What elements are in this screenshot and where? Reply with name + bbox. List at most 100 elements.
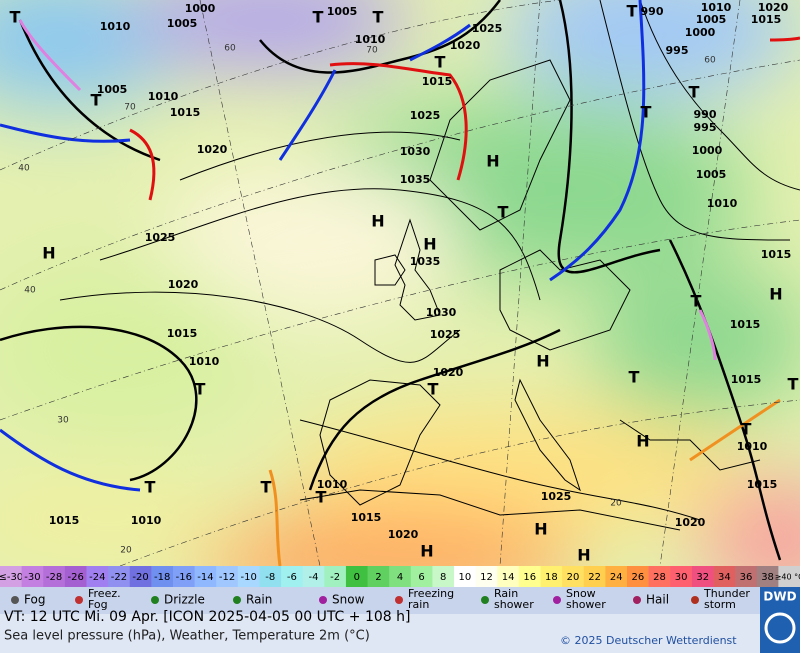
scale-cell bbox=[389, 566, 412, 587]
scale-label: -12 bbox=[219, 572, 235, 583]
scale-cell bbox=[540, 566, 563, 587]
legend-icon bbox=[233, 596, 241, 604]
scale-cell bbox=[475, 566, 498, 587]
low-pressure: T bbox=[788, 375, 799, 394]
legend-label: Snow bbox=[332, 593, 365, 607]
pressure-label: 1005 bbox=[696, 13, 727, 26]
pressure-label: 1030 bbox=[400, 145, 431, 158]
scale-cell bbox=[648, 566, 671, 587]
pressure-label: 1010 bbox=[100, 20, 131, 33]
scale-cell bbox=[194, 566, 217, 587]
scale-label: 36 bbox=[740, 572, 753, 583]
scale-label: ≥40 °C bbox=[775, 573, 800, 582]
scale-cell bbox=[583, 566, 606, 587]
pressure-label: 1010 bbox=[189, 355, 220, 368]
scale-label: 28 bbox=[653, 572, 666, 583]
legend-label: rain bbox=[408, 598, 429, 611]
isotherm-label: 60 bbox=[224, 44, 236, 54]
high-pressure: H bbox=[534, 520, 547, 539]
legend-label: Fog bbox=[24, 593, 45, 607]
legend-icon bbox=[395, 596, 403, 604]
low-pressure: T bbox=[428, 380, 439, 399]
dwd-logo-text: DWD bbox=[763, 590, 796, 604]
scale-cell bbox=[129, 566, 152, 587]
pressure-label: 1015 bbox=[761, 248, 792, 261]
pressure-label: 1015 bbox=[49, 514, 80, 527]
scale-label: 8 bbox=[440, 572, 446, 583]
scale-label: 2 bbox=[375, 572, 381, 583]
pressure-label: 1005 bbox=[97, 83, 128, 96]
legend-label: storm bbox=[704, 598, 736, 611]
description: Sea level pressure (hPa), Weather, Tempe… bbox=[4, 629, 370, 644]
legend-label: Rain bbox=[246, 593, 272, 607]
pressure-label: 1025 bbox=[410, 109, 441, 122]
legend-label: Rain bbox=[494, 587, 518, 600]
low-pressure: T bbox=[10, 8, 21, 27]
high-pressure: H bbox=[486, 152, 499, 171]
pressure-label: 990 bbox=[641, 5, 664, 18]
scale-label: -24 bbox=[89, 572, 105, 583]
dwd-logo-mark bbox=[764, 612, 796, 644]
scale-label: 24 bbox=[610, 572, 623, 583]
pressure-label: 1020 bbox=[388, 528, 419, 541]
scale-cell bbox=[454, 566, 477, 587]
legend-icon bbox=[151, 596, 159, 604]
scale-label: -10 bbox=[240, 572, 256, 583]
scale-cell bbox=[562, 566, 585, 587]
legend-icon bbox=[75, 596, 83, 604]
scale-cell bbox=[259, 566, 282, 587]
pressure-label: 1015 bbox=[751, 13, 782, 26]
legend-icon bbox=[691, 596, 699, 604]
legend-icon bbox=[553, 596, 561, 604]
temperature-scale: ≤-30 -30 -28 -26 -24 -22 -20 -18 -16 -14 -12 -10 -8-… bbox=[0, 566, 800, 587]
scale-label: -22 bbox=[111, 572, 127, 583]
scale-cell bbox=[497, 566, 520, 587]
low-pressure: T bbox=[435, 53, 446, 72]
pressure-label: 990 bbox=[694, 108, 717, 121]
scale-label: -18 bbox=[154, 572, 170, 583]
fronts bbox=[0, 0, 800, 566]
pressure-label: 1015 bbox=[730, 318, 761, 331]
weather-legend: Fog Freez.Fog Drizzle Rain Snow FreezingrainR… bbox=[11, 587, 750, 611]
scale-label: 10 bbox=[458, 572, 471, 583]
scale-cell bbox=[605, 566, 628, 587]
legend-icon bbox=[319, 596, 327, 604]
scale-cell bbox=[64, 566, 87, 587]
pressure-label: 1010 bbox=[131, 514, 162, 527]
legend-label: shower bbox=[494, 598, 534, 611]
pressure-label: 1020 bbox=[433, 366, 464, 379]
legend-icon bbox=[633, 596, 641, 604]
low-pressure: T bbox=[195, 380, 206, 399]
legend-label: Freez. bbox=[88, 587, 121, 600]
pressure-label: 1005 bbox=[327, 5, 358, 18]
scale-cell bbox=[43, 566, 66, 587]
pressure-label: 1015 bbox=[170, 106, 201, 119]
scale-label: -28 bbox=[46, 572, 62, 583]
scale-cell bbox=[302, 566, 325, 587]
pressure-label: 1010 bbox=[701, 1, 732, 14]
isotherm-label: 20 bbox=[120, 546, 132, 556]
low-pressure: T bbox=[627, 2, 638, 21]
scale-cell bbox=[21, 566, 44, 587]
graticule bbox=[0, 0, 800, 566]
scale-cell bbox=[172, 566, 196, 587]
scale-label: 20 bbox=[567, 572, 580, 583]
isotherm-label: 70 bbox=[124, 103, 136, 113]
scale-cell bbox=[432, 566, 455, 587]
low-pressure: T bbox=[145, 478, 156, 497]
scale-label: 30 bbox=[675, 572, 688, 583]
scale-cell bbox=[151, 566, 174, 587]
low-pressure: T bbox=[373, 8, 384, 27]
pressure-label: 1035 bbox=[410, 255, 441, 268]
low-pressure: T bbox=[641, 103, 652, 122]
high-pressure: H bbox=[420, 542, 433, 561]
scale-label: -30 bbox=[24, 572, 40, 583]
copyright: © 2025 Deutscher Wetterdienst bbox=[560, 634, 737, 647]
pressure-label: 1005 bbox=[167, 17, 198, 30]
pressure-label: 1005 bbox=[696, 168, 727, 181]
pressure-label: 1010 bbox=[355, 33, 386, 46]
pressure-label: 1000 bbox=[685, 26, 716, 39]
scale-cell bbox=[0, 566, 23, 587]
